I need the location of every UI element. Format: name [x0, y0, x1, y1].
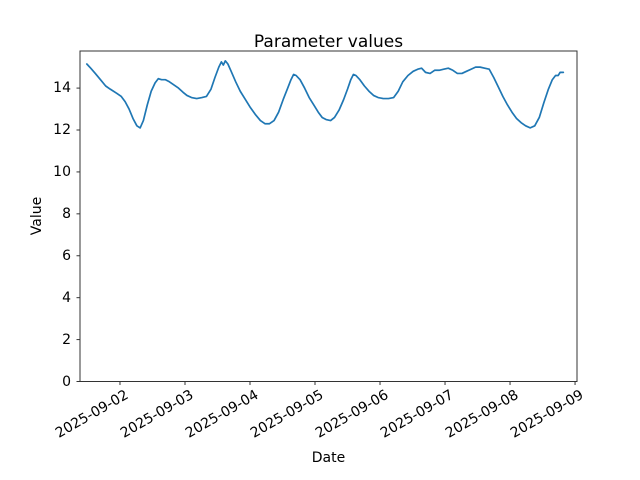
y-tick-label: 10	[53, 163, 71, 180]
y-tick-label: 4	[62, 289, 71, 306]
chart-title: Parameter values	[253, 32, 404, 52]
y-tick-label: 8	[62, 205, 71, 222]
y-tick-label: 0	[62, 373, 71, 390]
data-line-series	[85, 59, 565, 129]
axes-frame	[79, 50, 578, 382]
tick-marks	[76, 87, 576, 385]
y-tick-label: 12	[53, 122, 71, 138]
x-axis-label: Date	[311, 450, 346, 466]
y-tick-label: 14	[53, 80, 71, 97]
y-tick-label: 6	[62, 247, 71, 264]
y-tick-label: 2	[62, 331, 71, 348]
y-axis-label: Value	[29, 196, 45, 236]
